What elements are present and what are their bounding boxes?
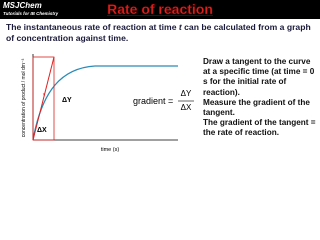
y-axis-label: concentration of product / mol dm⁻³ <box>21 58 27 137</box>
intro-variable: t <box>178 22 182 32</box>
tagline: Tutorials for IB Chemistry <box>3 11 59 16</box>
logo: MSJChem <box>3 1 42 10</box>
intro-after: can be calculated from a graph of concen… <box>6 22 311 43</box>
title: Rate of reaction <box>107 1 213 17</box>
x-axis-label: time (s) <box>101 147 120 153</box>
gradient-triangle <box>32 56 55 141</box>
point-marker: × <box>43 92 46 98</box>
delta-y: ΔY <box>62 97 72 104</box>
formula-lhs: gradient = <box>133 96 173 106</box>
tangent <box>32 56 55 141</box>
graph: concentration of product / mol dm⁻³ time… <box>21 54 194 153</box>
header-bar: MSJChem Tutorials for IB Chemistry Rate … <box>0 0 320 19</box>
step: The gradient of the tangent = the rate o… <box>203 118 316 138</box>
step: Draw a tangent to the curve at a specifi… <box>203 57 315 97</box>
intro-before: The instantaneous rate of reaction at ti… <box>6 22 179 32</box>
intro-text: The instantaneous rate of reaction at ti… <box>6 22 314 44</box>
formula-denominator: ΔX <box>181 103 192 112</box>
delta-x: ΔX <box>37 127 47 134</box>
slide: MSJChem Tutorials for IB Chemistry Rate … <box>0 0 320 153</box>
step: Measure the gradient of the tangent. <box>203 97 310 118</box>
steps: Draw a tangent to the curve at a specifi… <box>203 57 317 139</box>
formula-numerator: ΔY <box>181 89 192 98</box>
